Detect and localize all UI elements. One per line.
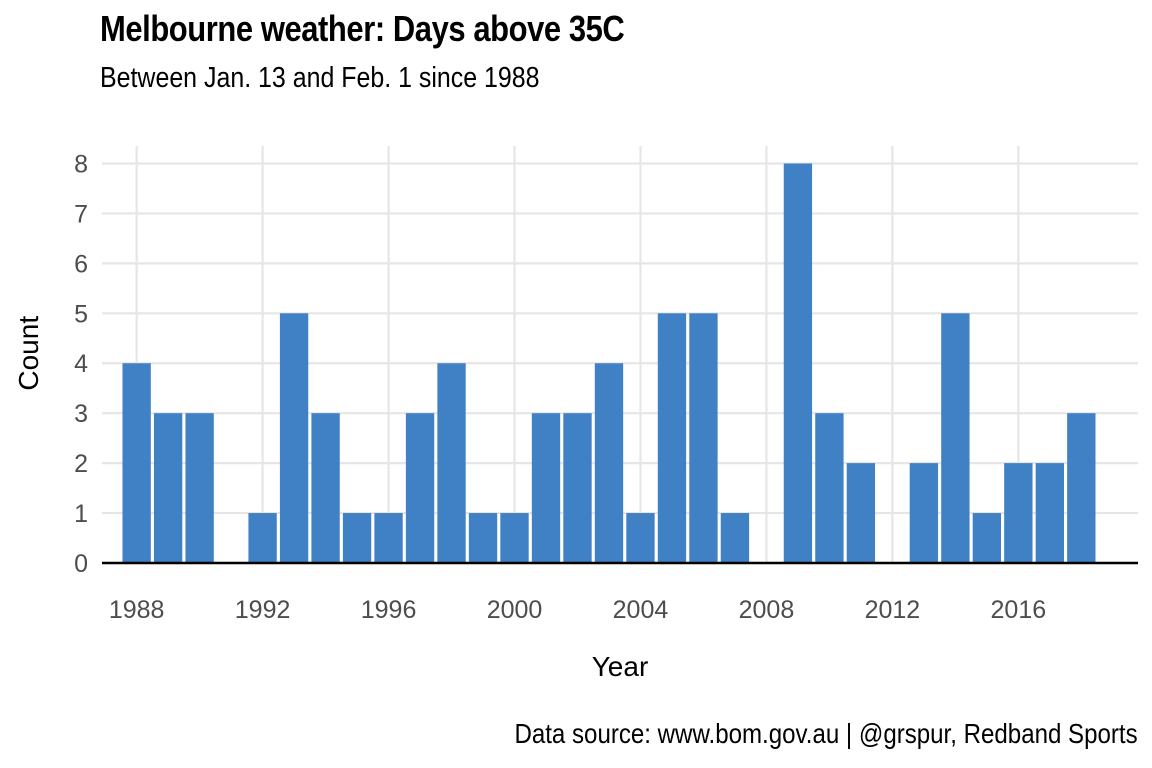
x-axis-title: Year [592, 651, 649, 682]
bar-2002 [563, 413, 592, 563]
x-tick-label: 2004 [613, 596, 669, 624]
x-tick-label: 2008 [739, 596, 795, 624]
y-tick-label: 4 [74, 350, 88, 378]
bar-2013 [909, 463, 939, 563]
x-tick-label: 2016 [991, 596, 1047, 624]
bar-1989 [153, 413, 183, 563]
bar-1999 [468, 513, 498, 563]
bar-1990 [185, 413, 214, 563]
bar-2000 [500, 513, 529, 563]
bar-2017 [1035, 463, 1064, 563]
x-tick-label: 2012 [865, 596, 921, 624]
chart-subtitle: Between Jan. 13 and Feb. 1 since 1988 [100, 62, 540, 94]
y-tick-label: 5 [74, 300, 88, 328]
bar-2006 [689, 313, 718, 563]
y-tick-label: 3 [74, 400, 88, 428]
x-tick-label: 1996 [361, 596, 417, 624]
bar-2015 [972, 513, 1002, 563]
bar-1998 [437, 363, 466, 563]
bar-2009 [783, 163, 813, 563]
x-tick-label: 2000 [487, 596, 543, 624]
bar-1995 [342, 513, 372, 563]
bar-1992 [248, 513, 277, 563]
bar-2005 [657, 313, 687, 563]
y-tick-label: 1 [74, 500, 88, 528]
y-tick-label: 8 [74, 150, 88, 178]
bar-2018 [1067, 413, 1096, 563]
chart-title: Melbourne weather: Days above 35C [100, 8, 625, 49]
bar-2003 [594, 363, 624, 563]
x-tick-label: 1988 [109, 596, 165, 624]
bar-1988 [122, 363, 151, 563]
y-tick-label: 2 [74, 450, 88, 478]
bar-1997 [405, 413, 435, 563]
y-axis-title: Count [13, 316, 44, 391]
bar-2001 [531, 413, 561, 563]
y-tick-label: 7 [74, 200, 88, 228]
bar-1996 [374, 513, 403, 563]
bar-2007 [720, 513, 750, 563]
x-tick-label: 1992 [235, 596, 291, 624]
bar-1994 [311, 413, 340, 563]
y-tick-label: 0 [74, 550, 88, 578]
bar-2016 [1004, 463, 1033, 563]
y-tick-label: 6 [74, 250, 88, 278]
chart-caption: Data source: www.bom.gov.au | @grspur, R… [514, 718, 1138, 749]
bar-1993 [279, 313, 309, 563]
bar-2004 [626, 513, 655, 563]
bar-2014 [941, 313, 970, 563]
bar-2010 [815, 413, 844, 563]
bar-2011 [846, 463, 876, 563]
